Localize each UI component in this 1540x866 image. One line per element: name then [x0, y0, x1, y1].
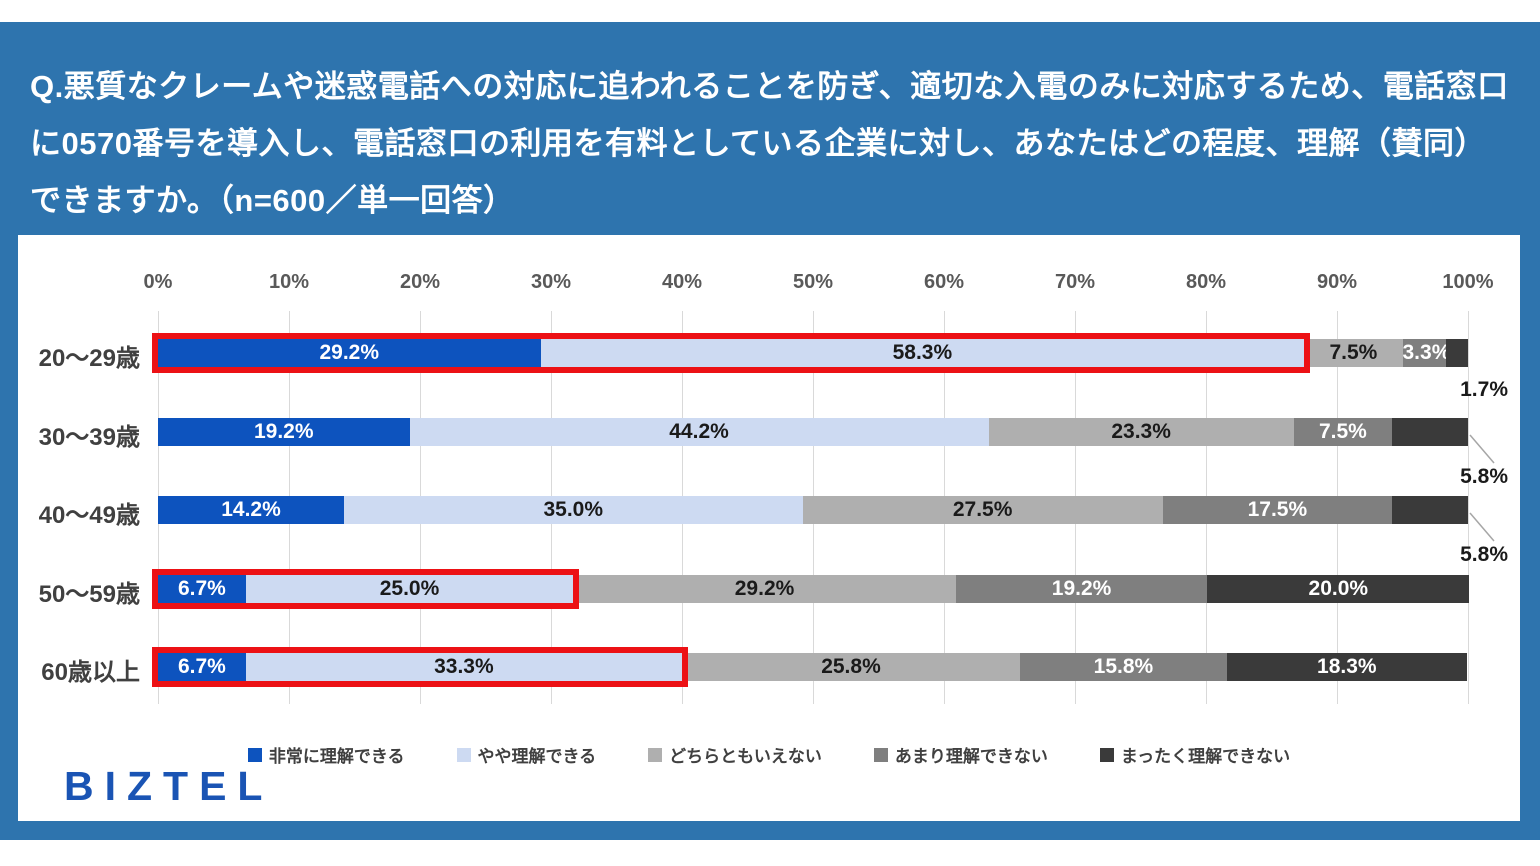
row-label: 40〜49歳: [38, 502, 140, 529]
bar-segment: [1162, 496, 1393, 524]
outside-value-label: 5.8%: [1460, 465, 1508, 488]
bar-value-label: 14.2%: [221, 498, 281, 521]
highlight-outline: [152, 333, 1311, 373]
axis-tick-label: 70%: [1054, 271, 1096, 293]
biztel-logo: BIZTEL: [64, 763, 274, 809]
bar-segment: [158, 496, 345, 524]
leader-line: [1469, 512, 1495, 542]
bar-segment: [1207, 575, 1470, 603]
legend-swatch: [648, 747, 663, 762]
bar-segment: [682, 653, 1020, 681]
outside-value-label: 5.8%: [1460, 543, 1508, 566]
legend-swatch: [456, 747, 471, 762]
leader-lines-overlay: [1469, 434, 1495, 542]
axis-tick-label: 10%: [268, 271, 310, 293]
highlight-outline: [152, 569, 580, 609]
bar-value-label: 7.5%: [1318, 420, 1367, 443]
bar-value-label: 35.0%: [543, 498, 604, 521]
bar-value-label: 25.0%: [379, 577, 440, 600]
bar-value-label: 29.2%: [319, 341, 380, 364]
bar-value-label: 19.2%: [1051, 577, 1112, 600]
bar-value-label: 58.3%: [892, 341, 953, 364]
legend-swatch: [873, 747, 888, 762]
highlight-outline: [152, 647, 688, 687]
gridline: [1468, 311, 1469, 704]
bar-segment: [802, 496, 1163, 524]
bar-segment: [540, 339, 1305, 367]
legend-item: あまり理解できない: [873, 742, 1048, 767]
bar-segment: [955, 575, 1208, 603]
legend-item: 非常に理解できる: [247, 742, 405, 767]
bar-value-label: 15.8%: [1093, 655, 1154, 678]
bar-value-label: 18.3%: [1317, 655, 1377, 678]
legend-item: やや理解できる: [456, 742, 597, 767]
axis-tick-label: 90%: [1316, 271, 1358, 293]
bar-segment: [158, 653, 246, 681]
axis-tick-label: 100%: [1442, 271, 1494, 293]
bar-segment: [409, 418, 989, 446]
chart-legend: 非常に理解できる やや理解できる どちらともいえない あまり理解できない まったく理解で…: [18, 742, 1520, 767]
bar-segment: [1293, 418, 1393, 446]
bar-segment: [988, 418, 1294, 446]
survey-card: Q.悪質なクレームや迷惑電話への対応に追われることを防ぎ、適切な入電のみに対応す…: [0, 22, 1540, 840]
bar-value-label: 29.2%: [734, 577, 795, 600]
bar-segment: [1392, 496, 1468, 524]
row-label: 60歳以上: [41, 659, 140, 686]
bar-value-label: 20.0%: [1308, 577, 1369, 600]
bar-segment: [1392, 418, 1468, 446]
bar-value-label: 6.7%: [177, 655, 226, 678]
bar-segment: [1304, 339, 1403, 367]
legend-swatch: [1099, 747, 1114, 762]
bar-segment: [245, 575, 574, 603]
bar-value-label: 3.3%: [1402, 341, 1451, 364]
bar-segment: [1226, 653, 1467, 681]
bar-segment: [573, 575, 956, 603]
bar-value-label: 25.8%: [821, 655, 881, 678]
bar-value-label: 17.5%: [1247, 498, 1308, 521]
axis-tick-label: 20%: [399, 271, 441, 293]
legend-swatch: [247, 747, 262, 762]
row-label: 20〜29歳: [38, 345, 140, 372]
bar-segment: [158, 575, 246, 603]
legend-item: まったく理解できない: [1099, 742, 1291, 767]
bar-value-label: 23.3%: [1111, 420, 1171, 443]
row-label: 50〜59歳: [38, 581, 140, 608]
bar-value-label: 33.3%: [434, 655, 494, 678]
bar-segment: [1402, 339, 1446, 367]
bar-segment: [158, 339, 541, 367]
axis-tick-label: 50%: [792, 271, 834, 293]
leader-line: [1469, 434, 1495, 464]
axis-tick-label: 0%: [143, 271, 173, 293]
bar-segment: [245, 653, 682, 681]
legend-label: どちらともいえない: [669, 747, 822, 766]
chart-panel: 非常に理解できる やや理解できる どちらともいえない あまり理解できない まったく理解で…: [18, 235, 1520, 821]
axis-tick-label: 30%: [530, 271, 572, 293]
legend-item: どちらともいえない: [648, 742, 822, 767]
axis-tick-label: 40%: [661, 271, 703, 293]
axis-tick-label: 60%: [923, 271, 965, 293]
bar-value-label: 6.7%: [177, 577, 226, 600]
bar-segment: [158, 418, 410, 446]
bar-value-label: 7.5%: [1329, 341, 1378, 364]
question-title: Q.悪質なクレームや迷惑電話への対応に追われることを防ぎ、適切な入電のみに対応す…: [30, 69, 1509, 218]
bar-segment: [1445, 339, 1468, 367]
legend-label: 非常に理解できる: [268, 747, 405, 766]
bar-segment: [344, 496, 803, 524]
bar-segment: [1019, 653, 1227, 681]
outside-value-label: 1.7%: [1460, 378, 1508, 401]
row-label: 30〜39歳: [38, 424, 140, 451]
bar-value-label: 19.2%: [253, 420, 314, 443]
bar-value-label: 44.2%: [669, 420, 729, 443]
legend-label: まったく理解できない: [1120, 747, 1291, 766]
legend-label: あまり理解できない: [894, 747, 1048, 766]
axis-tick-label: 80%: [1185, 271, 1227, 293]
bar-value-label: 27.5%: [952, 498, 1013, 521]
legend-label: やや理解できる: [477, 747, 597, 766]
